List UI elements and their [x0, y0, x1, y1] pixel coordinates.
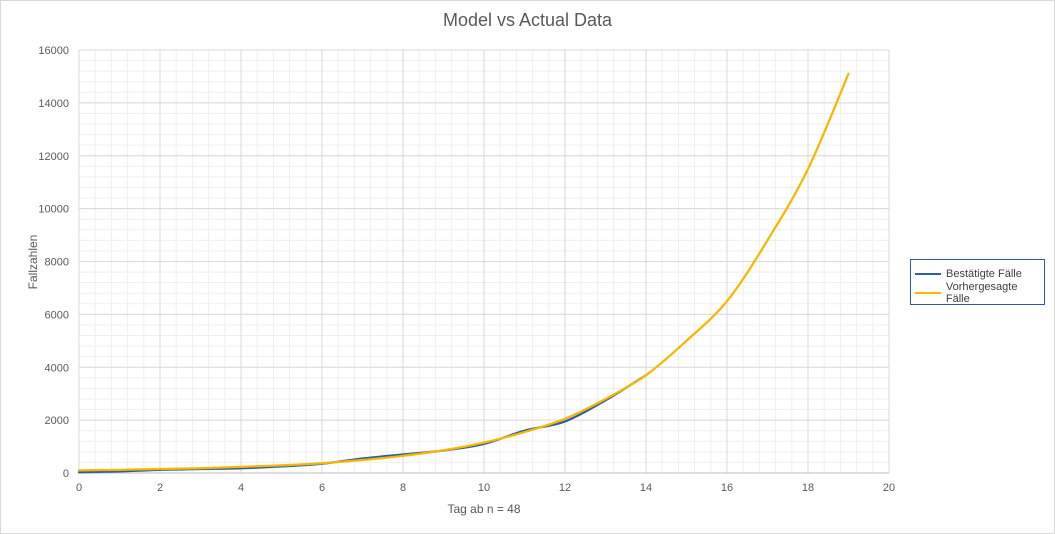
y-axis-label: Fallzahlen: [26, 234, 40, 290]
y-tick-label: 8000: [45, 257, 69, 269]
series-line-0: [77, 374, 648, 474]
x-tick-label: 16: [721, 482, 733, 494]
legend-swatch-vorhergesagte: [915, 291, 941, 294]
x-tick-label: 14: [640, 482, 652, 494]
y-tick-label: 14000: [38, 98, 69, 110]
x-tick-label: 18: [802, 482, 814, 494]
x-tick-label: 6: [319, 482, 325, 494]
chart-title: Model vs Actual Data: [442, 10, 613, 30]
legend-item-bestaetigte: Bestätigte Fälle: [915, 264, 1044, 283]
x-tick-label: 12: [559, 482, 571, 494]
y-tick-label: 6000: [45, 309, 69, 321]
x-tick-label: 4: [238, 482, 244, 494]
y-tick-label: 4000: [45, 362, 69, 374]
legend-label-bestaetigte: Bestätigte Fälle: [946, 267, 1022, 280]
y-tick-label: 2000: [45, 415, 69, 427]
x-axis-label: Tag ab n = 48: [447, 502, 521, 516]
y-tick-label: 12000: [38, 151, 69, 163]
x-tick-label: 10: [478, 482, 490, 494]
x-tick-label: 2: [157, 482, 163, 494]
legend-swatch-bestaetigte: [915, 272, 941, 275]
y-tick-label: 10000: [38, 204, 69, 216]
y-tick-label: 16000: [38, 45, 69, 57]
series-line-1: [77, 72, 850, 472]
y-tick-label: 0: [63, 468, 69, 480]
x-tick-label: 8: [400, 482, 406, 494]
x-tick-label: 0: [76, 482, 82, 494]
legend-label-vorhergesagte: Vorhergesagte Fälle: [945, 280, 1018, 305]
legend: Bestätigte Fälle Vorhergesagte Fälle: [910, 259, 1045, 305]
legend-item-vorhergesagte: Vorhergesagte Fälle: [915, 280, 1044, 305]
x-tick-label: 20: [883, 482, 895, 494]
